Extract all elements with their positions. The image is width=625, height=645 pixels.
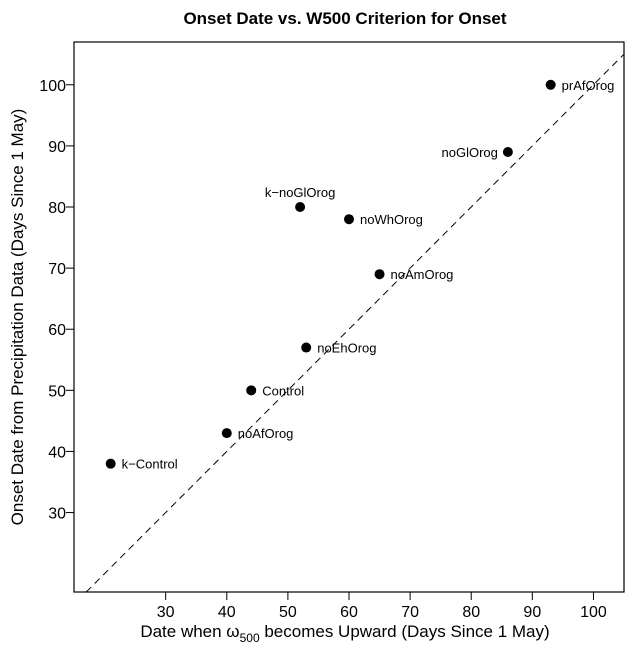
x-tick-label: 100 [580,604,607,621]
x-tick-label: 90 [523,604,541,621]
point-label: k−noGlOrog [265,185,335,200]
x-tick-label: 60 [340,604,358,621]
x-axis: 30 40 50 60 70 80 90 100 [157,592,607,621]
y-tick-label: 70 [48,261,66,278]
chart-title: Onset Date vs. W500 Criterion for Onset [183,9,506,28]
data-point [221,428,232,439]
y-tick-label: 50 [48,383,66,400]
x-axis-label-subscript: 500 [240,631,260,645]
plot-frame [73,41,625,593]
data-point [301,342,312,353]
y-tick-label: 30 [48,506,66,523]
point-label: noAmOrog [391,267,454,282]
x-axis-label-prefix: Date when ω [140,622,239,641]
x-axis-label: Date when ω500 becomes Upward (Days Sinc… [140,622,549,645]
data-point [502,147,513,157]
x-tick-label: 30 [157,604,175,621]
point-label: noEhOrog [317,341,376,356]
y-tick-label: 100 [39,78,66,95]
x-tick-label: 40 [218,604,236,621]
point-label: noGlOrog [442,145,498,160]
x-tick-label: 80 [462,604,480,621]
x-tick-label: 70 [401,604,419,621]
data-point [374,269,385,280]
reference-line-layer [85,53,625,593]
data-point [344,214,354,225]
point-label: k−Control [122,457,178,472]
y-tick-label: 80 [48,200,66,217]
x-tick-label: 50 [279,604,297,621]
y-axis-label: Onset Date from Precipitation Data (Days… [8,109,27,526]
y-tick-label: 40 [48,444,66,461]
data-point [545,79,556,90]
y-axis: 30 40 50 60 70 80 90 100 [39,78,74,523]
data-point [105,458,116,469]
data-point [295,202,306,212]
point-label: noWhOrog [360,212,423,227]
point-label: noAfOrog [238,426,294,441]
identity-line [85,53,625,593]
data-points: k−Control noAfOrog Control noEhOrog noAmOrog… [105,78,615,472]
x-axis-label-suffix: becomes Upward (Days Since 1 May) [260,622,550,641]
point-label: Control [262,383,304,398]
y-tick-label: 90 [48,139,66,156]
data-point [246,385,257,396]
y-tick-label: 60 [48,322,66,339]
point-label: prAfOrog [562,78,615,93]
